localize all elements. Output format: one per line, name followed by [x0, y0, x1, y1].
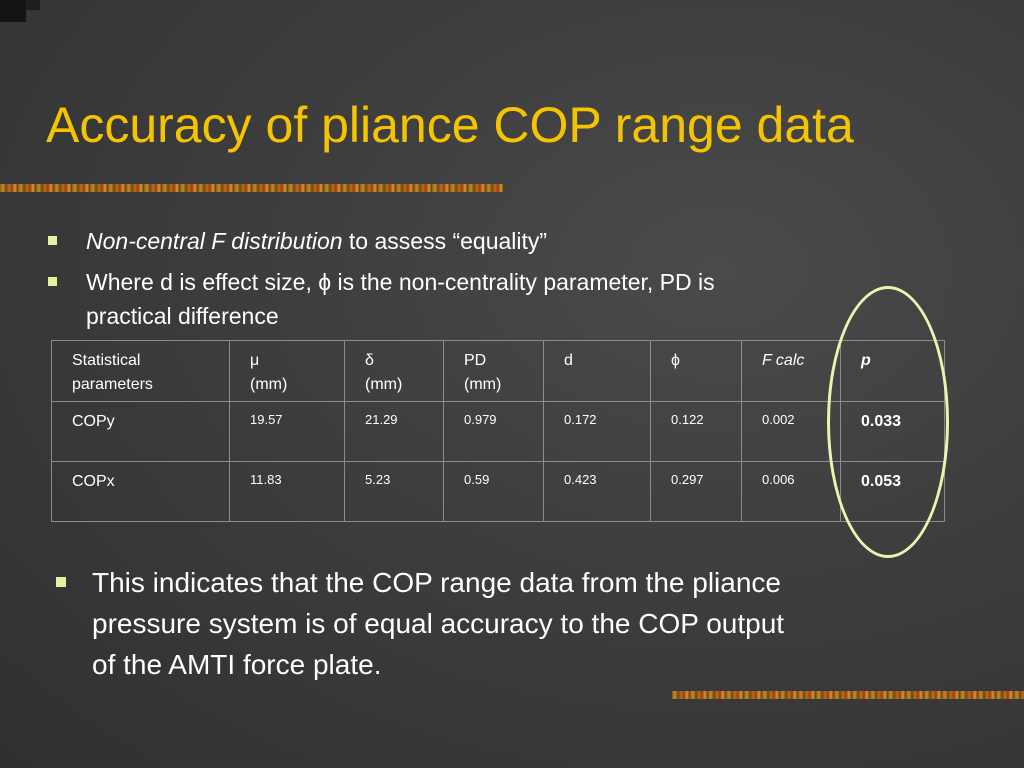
header-cell-delta: δ (mm) [344, 340, 444, 402]
cell-value: 21.29 [344, 401, 444, 462]
row-label-copy: COPy [51, 401, 230, 462]
decorative-divider-bottom [672, 691, 1024, 699]
cell-value: 0.423 [543, 461, 651, 522]
cell-value: 0.002 [741, 401, 841, 462]
cell-value: 5.23 [344, 461, 444, 522]
cell-value: 0.122 [650, 401, 742, 462]
table-row: COPy 19.57 21.29 0.979 0.172 0.122 0.002… [51, 401, 945, 462]
bullet-3-line-3: of the AMTI force plate. [92, 649, 382, 680]
header-cell-pd: PD (mm) [443, 340, 544, 402]
bullet-square-icon [56, 577, 66, 587]
cell-p-value: 0.053 [840, 461, 945, 522]
header-cell-mu: μ (mm) [229, 340, 345, 402]
cell-value: 11.83 [229, 461, 345, 522]
bullet-3-line-2: pressure system is of equal accuracy to … [92, 608, 785, 639]
bullet-item-2: Where d is effect size, ϕ is the non-cen… [48, 265, 886, 333]
bullet-square-icon [48, 277, 57, 286]
bullet-1-text: to assess “equality” [342, 228, 548, 254]
cell-value: 0.979 [443, 401, 544, 462]
cell-value: 19.57 [229, 401, 345, 462]
bullet-square-icon [48, 236, 57, 245]
cell-value: 0.172 [543, 401, 651, 462]
decorative-divider-top [0, 184, 503, 192]
header-cell-p: p [840, 340, 945, 402]
header-cell-f-calc: F calc [741, 340, 841, 402]
slide-title: Accuracy of pliance COP range data [46, 97, 854, 153]
statistics-table: Statistical parameters μ (mm) δ (mm) PD (mm)… [51, 340, 945, 522]
corner-decoration [0, 0, 40, 22]
header-cell-parameters: Statistical parameters [51, 340, 230, 402]
bullet-1-italic-text: Non-central F distribution [86, 228, 343, 254]
cell-p-value: 0.033 [840, 401, 945, 462]
bullet-3-line-1: This indicates that the COP range data f… [92, 567, 781, 598]
table-header-row: Statistical parameters μ (mm) δ (mm) PD (mm)… [51, 340, 945, 402]
bullet-item-3: This indicates that the COP range data f… [56, 562, 972, 685]
cell-value: 0.297 [650, 461, 742, 522]
bullet-2-line-1: Where d is effect size, ϕ is the non-cen… [86, 269, 715, 295]
table-row: COPx 11.83 5.23 0.59 0.423 0.297 0.006 0… [51, 461, 945, 522]
bullet-2-line-2: practical difference [86, 303, 279, 329]
bullet-item-1: Non-central F distribution to assess “eq… [48, 224, 886, 258]
header-cell-d: d [543, 340, 651, 402]
cell-value: 0.59 [443, 461, 544, 522]
cell-value: 0.006 [741, 461, 841, 522]
row-label-copx: COPx [51, 461, 230, 522]
header-cell-phi: ϕ [650, 340, 742, 402]
